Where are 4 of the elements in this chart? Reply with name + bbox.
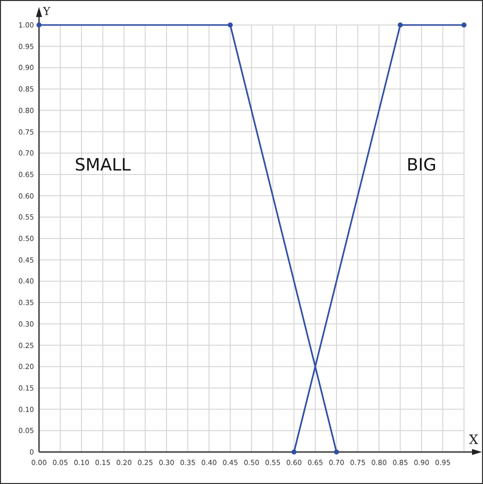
annotation: SMALL: [74, 156, 132, 176]
y-axis-title: Y: [42, 5, 51, 18]
annotation: BIG: [406, 156, 436, 176]
x-axis-title: X: [469, 433, 479, 448]
